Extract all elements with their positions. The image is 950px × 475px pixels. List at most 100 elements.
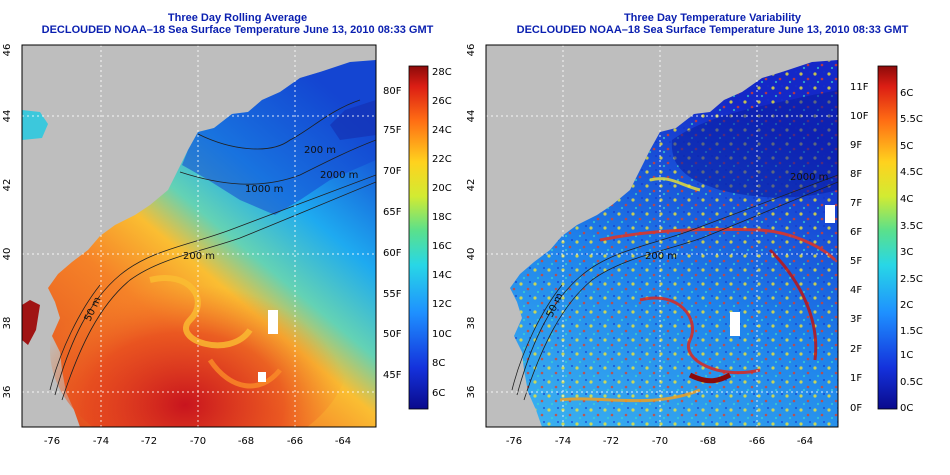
colorbar-f-label: 9F [850,140,862,151]
colorbar-f-label: 45F [383,370,402,381]
left-cloud-patch [268,310,278,334]
lon-tick-label: -64 [797,436,813,447]
left-coastal-cool [22,110,48,140]
lat-tick-label: 46 [2,44,13,57]
colorbar-c-label: 1C [900,350,913,361]
right-front [599,227,837,262]
left-contour-label: 200 m [304,145,336,156]
left-contour-50m [49,284,101,391]
lon-tick-label: -70 [652,436,668,447]
colorbar-c-label: 24C [432,125,452,136]
colorbar-c-label: 2.5C [900,274,923,285]
left-contour-label: 200 m [183,251,215,262]
colorbar-f-label: 4F [850,285,862,296]
lat-tick-label: 36 [2,386,13,399]
colorbar-c-label: 3C [900,247,913,258]
colorbar-c-label: 12C [432,299,452,310]
lon-tick-label: -76 [44,436,60,447]
left-map-frame [21,44,377,428]
left-colorbar-celsius: 28C 26C 24C 22C 20C 18C 16C 14C 12C 10C … [432,67,452,399]
right-cloud-patch [825,205,835,223]
colorbar-f-label: 11F [850,82,869,93]
colorbar-c-label: 6C [432,388,445,399]
lon-tick-label: -70 [190,436,206,447]
lon-tick-label: -68 [700,436,716,447]
right-colorbar [877,65,898,410]
left-gridlines [22,45,376,427]
right-contour-50m [511,284,563,391]
left-lon-axis: -76 -74 -72 -70 -68 -66 -64 [44,436,351,447]
left-eddy-swirl [149,275,253,349]
right-lon-axis: -76 -74 -72 -70 -68 -66 -64 [506,436,813,447]
colorbar-f-label: 8F [850,169,862,180]
left-title-line2: DECLOUDED NOAA–18 Sea Surface Temperatur… [41,24,434,36]
left-colorbar-fahrenheit: 80F 75F 70F 65F 60F 55F 50F 45F [383,86,402,381]
left-contour-label: 2000 m [320,170,358,181]
colorbar-c-label: 2C [900,300,913,311]
colorbar-f-label: 10F [850,111,869,122]
colorbar-f-label: 5F [850,256,862,267]
left-lat-axis: 46 44 42 40 38 36 [2,44,13,399]
right-title-line1: Three Day Temperature Variability [623,12,802,24]
colorbar-f-label: 65F [383,207,402,218]
right-lat-axis: 46 44 42 40 38 36 [466,44,477,399]
left-contour-200m [54,174,376,396]
colorbar-c-label: 0C [900,403,913,414]
right-front [649,177,701,192]
right-contour-label: 2000 m [790,172,828,183]
lon-tick-label: -64 [335,436,351,447]
colorbar-c-label: 8C [432,358,445,369]
colorbar-c-label: 5.5C [900,114,923,125]
colorbar-f-label: 55F [383,289,402,300]
left-map-panel: 200 m 2000 m 1000 m 50 m 200 m [22,45,376,427]
right-gridlines [486,45,838,427]
left-warm-core [50,240,350,427]
left-colorbar [408,65,429,410]
colorbar-f-label: 6F [850,227,862,238]
right-colorbar-celsius: 6C 5.5C 5C 4.5C 4C 3.5C 3C 2.5C 2C 1.5C … [900,88,923,414]
lat-tick-label: 44 [466,110,477,123]
lat-tick-label: 40 [2,248,13,261]
lat-tick-label: 42 [2,179,13,192]
lon-tick-label: -72 [141,436,157,447]
right-contour-200m [516,174,838,396]
colorbar-f-label: 75F [383,125,402,136]
right-map-panel: 200 m 2000 m 50 m [486,45,838,427]
colorbar-c-label: 16C [432,241,452,252]
left-contour [179,139,376,185]
left-title-line1: Three Day Rolling Average [167,12,308,24]
colorbar-c-label: 26C [432,96,452,107]
left-eddy-swirl-2 [207,358,282,389]
lat-tick-label: 44 [2,110,13,123]
colorbar-c-label: 1.5C [900,326,923,337]
colorbar-f-label: 60F [383,248,402,259]
colorbar-c-label: 20C [432,183,452,194]
lat-tick-label: 38 [466,317,477,330]
right-contour-label: 200 m [645,251,677,262]
left-bay [22,300,40,345]
right-front [639,296,761,375]
colorbar-f-label: 7F [850,198,862,209]
lat-tick-label: 42 [466,179,477,192]
colorbar-c-label: 5C [900,141,913,152]
colorbar-c-label: 4C [900,194,913,205]
colorbar-c-label: 0.5C [900,377,923,388]
left-cold-patch [330,100,376,140]
lat-tick-label: 46 [466,44,477,57]
left-gulf-of-maine [182,60,376,215]
right-map-frame [485,44,839,428]
colorbar-f-label: 0F [850,403,862,414]
lon-tick-label: -66 [287,436,303,447]
colorbar-f-label: 80F [383,86,402,97]
lat-tick-label: 38 [2,317,13,330]
colorbar-c-label: 28C [432,67,452,78]
lon-tick-label: -74 [93,436,109,447]
colorbar-f-label: 1F [850,373,862,384]
colorbar-c-label: 14C [432,270,452,281]
lon-tick-label: -72 [603,436,619,447]
right-front [768,248,818,361]
right-cloud-patch [730,312,740,336]
colorbar-c-label: 6C [900,88,913,99]
lat-tick-label: 36 [466,386,477,399]
